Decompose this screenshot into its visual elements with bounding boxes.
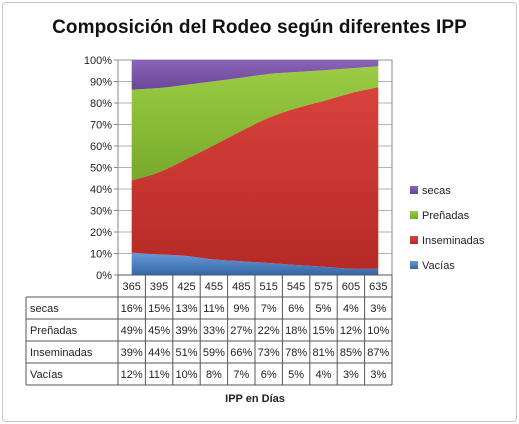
data-label: 11% (203, 303, 224, 315)
data-label: 5% (288, 369, 304, 381)
data-label: 44% (148, 347, 170, 359)
data-label: 39% (121, 347, 143, 359)
area-series-inseminadas (131, 87, 379, 269)
y-tick-label: 80% (90, 98, 112, 110)
data-label: 85% (340, 347, 362, 359)
y-tick-label: 50% (90, 163, 112, 175)
legend-swatch (410, 261, 418, 269)
data-label: 5% (316, 303, 332, 315)
x-tick-label: 485 (232, 281, 250, 293)
data-label: 33% (203, 325, 225, 337)
data-label: 78% (285, 347, 307, 359)
data-label: 10% (175, 369, 197, 381)
data-label: 15% (148, 303, 170, 315)
data-label: 45% (148, 325, 170, 337)
y-tick-label: 10% (90, 249, 112, 261)
legend-entry: Inseminadas (422, 235, 485, 247)
x-tick-label: 515 (260, 281, 278, 293)
x-tick-label: 635 (369, 281, 387, 293)
data-label: 4% (343, 303, 359, 315)
area-series-secas (131, 60, 379, 90)
data-label: 15% (312, 325, 334, 337)
data-label: 59% (203, 347, 225, 359)
data-label: 10% (367, 325, 389, 337)
legend-swatch (410, 186, 418, 194)
legend-swatch (410, 211, 418, 219)
y-tick-label: 100% (84, 55, 112, 67)
y-tick-label: 90% (90, 77, 112, 89)
x-tick-label: 455 (205, 281, 223, 293)
y-tick-label: 70% (90, 120, 112, 132)
data-label: 3% (343, 369, 359, 381)
data-label: 12% (340, 325, 362, 337)
data-label: 49% (121, 325, 143, 337)
y-tick-label: 0% (96, 270, 112, 282)
x-tick-label: 545 (287, 281, 305, 293)
data-label: 81% (312, 347, 334, 359)
table-row-label: Vacías (30, 369, 63, 381)
x-axis-label: IPP en Días (225, 393, 285, 405)
legend-swatch (410, 236, 418, 244)
y-tick-label: 60% (90, 141, 112, 153)
data-label: 12% (121, 369, 143, 381)
data-label: 51% (175, 347, 197, 359)
x-tick-label: 575 (314, 281, 332, 293)
x-tick-label: 395 (150, 281, 168, 293)
data-label: 11% (148, 369, 169, 381)
data-label: 7% (233, 369, 249, 381)
data-label: 27% (230, 325, 252, 337)
table-row-label: secas (30, 303, 59, 315)
data-label: 18% (285, 325, 307, 337)
data-label: 8% (206, 369, 222, 381)
area-series-vacías (131, 252, 379, 275)
data-label: 7% (261, 303, 277, 315)
data-label: 16% (121, 303, 143, 315)
data-label: 9% (233, 303, 249, 315)
data-label: 22% (258, 325, 280, 337)
legend-entry: secas (422, 185, 451, 197)
data-label: 66% (230, 347, 252, 359)
data-label: 6% (288, 303, 304, 315)
data-label: 39% (175, 325, 197, 337)
data-label: 3% (370, 369, 386, 381)
y-tick-label: 20% (90, 227, 112, 239)
data-label: 13% (175, 303, 197, 315)
data-label: 4% (316, 369, 332, 381)
area-series-preñadas (131, 66, 379, 181)
x-tick-label: 365 (123, 281, 141, 293)
data-label: 87% (367, 347, 389, 359)
chart-title: Composición del Rodeo según diferentes I… (52, 17, 467, 38)
x-tick-label: 605 (342, 281, 360, 293)
legend-entry: Vacías (422, 260, 455, 272)
y-tick-label: 30% (90, 206, 112, 218)
x-tick-label: 425 (177, 281, 195, 293)
table-row-label: Preñadas (30, 325, 78, 337)
legend-entry: Preñadas (422, 210, 470, 222)
table-row-label: Inseminadas (30, 347, 93, 359)
data-label: 3% (370, 303, 386, 315)
data-label: 6% (261, 369, 277, 381)
y-tick-label: 40% (90, 184, 112, 196)
data-label: 73% (258, 347, 280, 359)
